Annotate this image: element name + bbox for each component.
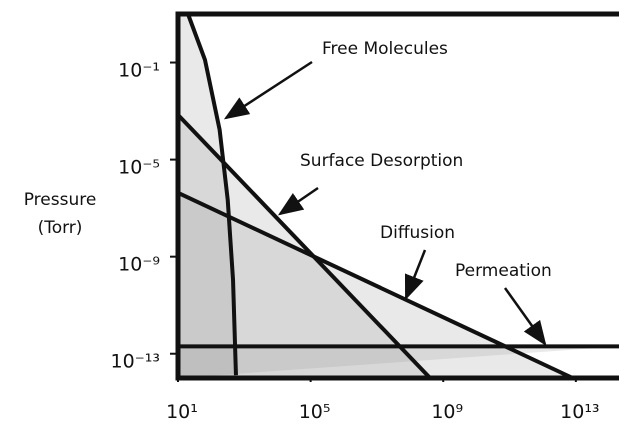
x-tick-label: 10¹³ [560, 401, 599, 423]
x-tick-label: 10⁵ [299, 401, 331, 423]
shading [178, 14, 619, 378]
y-tick-label: 10⁻¹³ [111, 351, 160, 373]
regime-line [176, 113, 432, 380]
y-tick-label: 10⁻⁹ [118, 254, 160, 276]
arrow [503, 287, 547, 347]
regime-area [178, 346, 619, 378]
y-label: Pressure [24, 190, 97, 210]
arrow [223, 60, 313, 120]
annotation: Permeation [455, 261, 552, 281]
lines [176, 13, 619, 380]
annotation: Surface Desorption [300, 151, 463, 171]
y-tick-label: 10⁻⁵ [118, 157, 160, 179]
frame [175, 11, 619, 381]
y-tick-label: 10⁻¹ [118, 60, 160, 82]
regime-area [178, 14, 236, 378]
x-tick-label: 10¹ [166, 401, 198, 423]
x-tick-label: 10⁹ [431, 401, 463, 423]
annotation: Free Molecules [322, 39, 448, 59]
annotation: Diffusion [380, 223, 455, 243]
y-label: (Torr) [38, 218, 83, 238]
arrow [277, 186, 319, 216]
arrow [404, 249, 427, 301]
